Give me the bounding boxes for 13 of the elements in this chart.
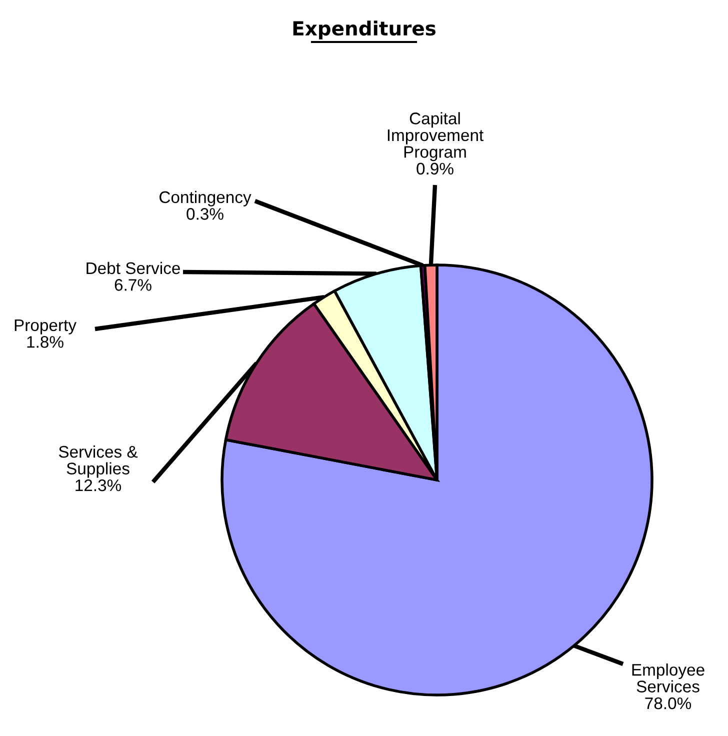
slice-label: Services & Supplies	[58, 445, 138, 478]
data-label: 0.3%	[186, 208, 224, 220]
data-label: 12.3%	[76, 479, 122, 492]
slice-label: Contingency	[160, 190, 252, 206]
slice-label: Property	[14, 319, 76, 334]
chart-title: Expenditures	[293, 20, 436, 40]
data-label: 1.8%	[27, 336, 64, 348]
slice-label: Employee Services	[632, 663, 704, 692]
slice-label: Debt Service	[86, 262, 180, 274]
data-label: 6.7%	[114, 279, 152, 291]
data-label: 0.9%	[416, 162, 454, 175]
data-label: 78.0%	[645, 697, 692, 710]
slice-label: Capital Improvement Program	[388, 112, 484, 162]
